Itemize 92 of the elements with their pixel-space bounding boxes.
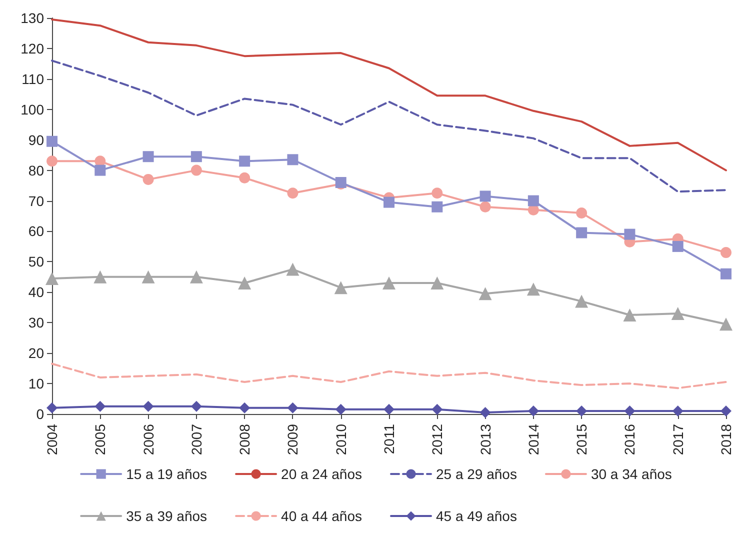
x-tick-label: 2005: [92, 424, 108, 456]
line-series: [51, 362, 727, 390]
x-tick-label: 2009: [284, 424, 301, 456]
point: [575, 294, 588, 308]
point: [190, 270, 203, 284]
point: [671, 306, 684, 320]
x-tick-label: 2008: [236, 424, 253, 456]
point: [190, 151, 202, 162]
point: [142, 151, 154, 162]
point: [46, 402, 58, 414]
point: [334, 281, 348, 294]
point: [142, 270, 155, 284]
y-tick-label: 10: [28, 376, 44, 392]
point: [432, 201, 443, 212]
point: [432, 404, 443, 415]
point: [480, 406, 491, 418]
point: [382, 276, 396, 290]
point: [287, 154, 298, 166]
y-tick-label: 100: [20, 101, 44, 118]
x-tick-label: 2016: [622, 424, 638, 456]
point: [720, 247, 732, 258]
x-tick-label: 2015: [574, 424, 590, 456]
point: [528, 195, 539, 206]
point: [528, 405, 539, 416]
y-tick-label: 60: [28, 223, 44, 240]
x-tick-label: 2012: [429, 424, 446, 456]
point: [94, 400, 106, 412]
legend-label: 40 a 44 años: [281, 508, 362, 524]
y-tick-label: 50: [28, 254, 44, 270]
point: [478, 287, 492, 300]
point: [335, 404, 346, 415]
point: [720, 318, 732, 331]
x-tick-label: 2014: [525, 424, 542, 456]
point: [576, 207, 588, 218]
point: [239, 156, 250, 167]
y-tick-label: 120: [20, 40, 44, 56]
x-tick-label: 2018: [718, 424, 734, 456]
point: [46, 156, 58, 167]
point: [94, 164, 106, 176]
x-tick-label: 2007: [188, 424, 204, 456]
y-tick-label: 110: [22, 70, 44, 87]
line-series: [51, 60, 727, 193]
x-tick-label: 2011: [381, 424, 397, 454]
x-tick-label: 2010: [332, 424, 349, 456]
x-tick-label: 2004: [44, 424, 60, 456]
point: [238, 276, 252, 290]
y-tick-label: 130: [20, 10, 44, 26]
legend-label: 45 a 49 años: [436, 508, 517, 524]
point: [576, 405, 588, 416]
point: [526, 282, 540, 296]
line-series: [51, 18, 727, 172]
x-tick-label: 2006: [140, 424, 156, 456]
point: [94, 270, 107, 284]
point: [480, 190, 491, 202]
y-tick-label: 30: [28, 314, 44, 331]
legend-label: 35 a 39 años: [126, 508, 208, 524]
point: [430, 276, 444, 290]
point: [384, 404, 394, 415]
y-tick-label: 0: [36, 406, 44, 422]
point: [624, 228, 636, 240]
y-tick-label: 70: [28, 192, 44, 209]
legend-label: 20 a 24 años: [281, 466, 362, 482]
point: [576, 227, 588, 238]
point: [190, 400, 202, 412]
y-tick-label: 90: [28, 132, 44, 148]
point: [142, 174, 154, 185]
legend-label: 15 a 19 años: [126, 466, 208, 482]
point: [720, 268, 732, 280]
y-tick-label: 40: [28, 284, 44, 300]
x-tick-label: 2013: [477, 424, 494, 456]
point: [287, 188, 298, 199]
point: [190, 164, 202, 176]
legend-label: 25 a 29 años: [436, 466, 517, 482]
legend-label: 30 a 34 años: [590, 466, 672, 482]
point: [624, 405, 636, 416]
y-tick-label: 20: [28, 345, 44, 362]
point: [623, 308, 636, 322]
point: [432, 188, 443, 199]
point: [720, 405, 732, 416]
point: [672, 405, 684, 416]
point: [46, 136, 58, 147]
y-tick-label: 80: [28, 162, 44, 178]
point: [239, 402, 250, 414]
point: [142, 400, 154, 412]
x-tick-label: 2017: [670, 424, 686, 456]
point: [286, 262, 300, 276]
point: [384, 196, 394, 208]
point: [287, 402, 298, 414]
point: [480, 201, 491, 212]
point: [672, 240, 684, 252]
point: [239, 172, 250, 184]
point: [46, 272, 58, 285]
